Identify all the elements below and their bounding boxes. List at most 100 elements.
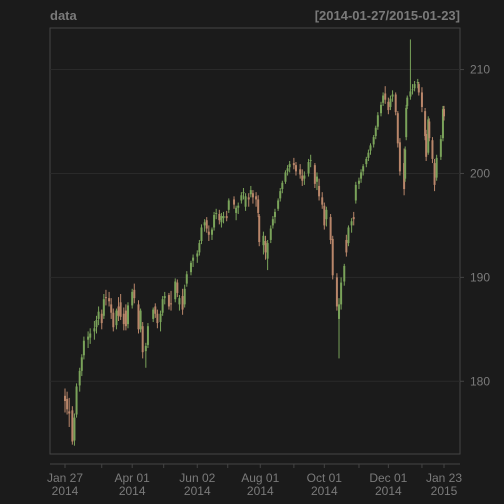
candle (220, 212, 223, 228)
candle (384, 86, 387, 104)
candle-body (340, 282, 343, 305)
candle-body (301, 175, 304, 181)
candle-body (174, 281, 177, 300)
candle (343, 263, 346, 286)
candle (313, 163, 316, 189)
candle (406, 95, 409, 110)
candle (207, 225, 210, 241)
candle-body (82, 340, 85, 356)
candle (131, 288, 134, 309)
candle-body (354, 184, 357, 201)
candle (244, 193, 247, 211)
candle-body (200, 227, 203, 241)
candle-body (271, 219, 274, 226)
candle-body (73, 417, 76, 441)
candle-body (279, 191, 282, 199)
candle (225, 210, 228, 222)
candle-body (110, 304, 113, 313)
candle-body (277, 200, 280, 209)
candle-body (161, 299, 164, 313)
candle-body (389, 98, 392, 107)
candle-body (323, 205, 326, 226)
candle-body (124, 310, 127, 327)
candle-body (257, 199, 260, 213)
candle-body (396, 113, 399, 144)
candle (93, 321, 96, 340)
candle-body (318, 185, 321, 197)
y-axis: 180 190 200 210 (460, 63, 490, 388)
candle (382, 92, 385, 106)
candle (249, 185, 252, 198)
candle-body (249, 190, 252, 195)
candle (428, 118, 431, 142)
candle-body (441, 109, 444, 139)
candle-body (213, 215, 216, 228)
candle-body (325, 209, 328, 220)
candle-body (382, 95, 385, 103)
candle (362, 164, 365, 176)
candle-body (269, 228, 272, 240)
candle (425, 129, 428, 161)
candle-body (424, 111, 427, 137)
candle (273, 208, 276, 224)
candle-body (443, 109, 445, 117)
candle-body (89, 333, 92, 338)
candle-body (152, 309, 155, 319)
candle (380, 101, 383, 117)
candle (257, 195, 260, 218)
candle (222, 211, 225, 224)
candle (345, 234, 348, 257)
candle-body (439, 139, 442, 157)
candle (258, 213, 261, 247)
candle (424, 108, 427, 141)
x-tick-year-label: 2014 (311, 484, 338, 498)
candle (413, 80, 416, 92)
candle-body (141, 326, 144, 353)
x-tick-label: Aug 01 (241, 471, 279, 485)
candle (196, 250, 199, 263)
candle-body (133, 289, 136, 299)
candle (394, 92, 397, 116)
candle-body (97, 311, 100, 319)
candle-body (126, 305, 129, 325)
candle-body (404, 149, 407, 179)
candle (205, 217, 208, 233)
candle-body (225, 216, 228, 219)
candle-body (178, 298, 181, 305)
candle-body (376, 115, 379, 127)
candle (170, 290, 173, 311)
x-tick-year-label: 2014 (119, 484, 146, 498)
candle-body (192, 257, 195, 261)
candle-body (391, 94, 394, 97)
candle-body (313, 165, 316, 184)
candle (367, 149, 370, 161)
candle (210, 227, 213, 240)
candle-body (108, 298, 111, 302)
candle-body (203, 222, 206, 226)
candle (119, 293, 122, 320)
chart-title-left: data (50, 8, 78, 23)
candle (183, 284, 186, 308)
x-tick-year-label: 2014 (52, 484, 79, 498)
candle-body (343, 265, 346, 282)
candle (82, 336, 85, 360)
candle (360, 169, 363, 183)
candle-body (335, 277, 338, 307)
candle (357, 177, 360, 190)
candle (167, 292, 170, 310)
candle-body (64, 395, 66, 402)
candle (374, 125, 377, 140)
candle (301, 169, 304, 186)
candle-body (146, 326, 149, 345)
candle (288, 160, 291, 173)
candle (100, 309, 103, 330)
candle (427, 116, 430, 155)
candle-body (139, 310, 142, 330)
candle-body (104, 297, 107, 299)
candle-body (119, 302, 122, 317)
plot-frame (49, 27, 461, 455)
candle-body (237, 205, 240, 208)
candle (192, 254, 195, 267)
y-tick-label: 200 (470, 166, 490, 180)
y-tick-label: 190 (470, 270, 490, 284)
